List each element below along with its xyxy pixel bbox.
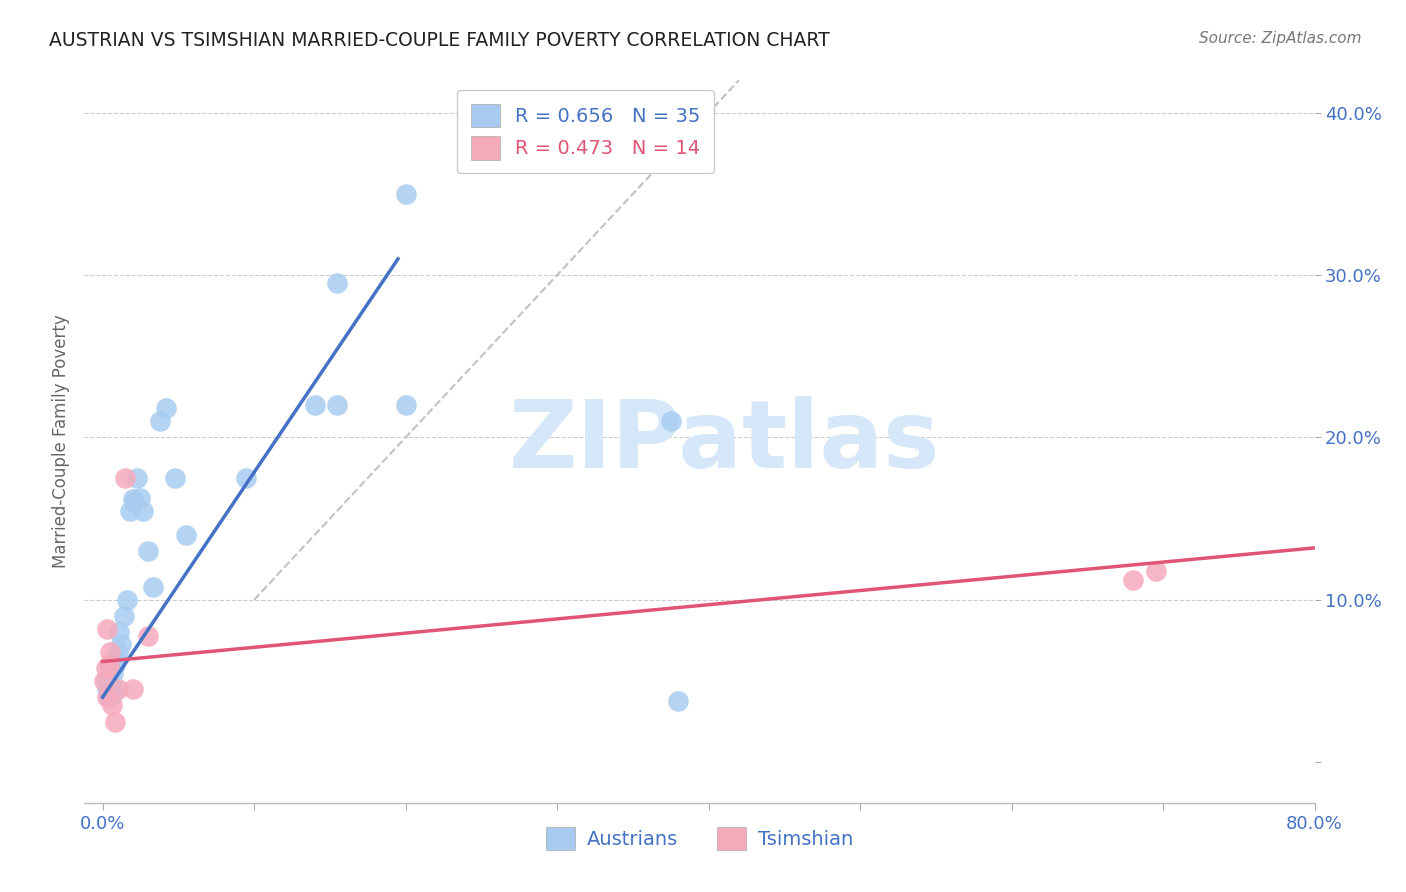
Point — [94, 673, 117, 688]
Point — [121, 492, 143, 507]
Point — [326, 398, 349, 412]
Point — [96, 690, 118, 705]
Text: ZIPatlas: ZIPatlas — [509, 395, 939, 488]
Point — [100, 698, 122, 713]
Point — [1144, 564, 1167, 578]
Point — [110, 637, 132, 651]
Point — [304, 398, 326, 412]
Point — [326, 277, 349, 291]
Point — [235, 471, 257, 485]
Point — [97, 657, 120, 672]
Point — [165, 471, 187, 485]
Point — [129, 491, 152, 505]
Point — [115, 592, 138, 607]
Point — [104, 657, 127, 672]
Point — [136, 544, 159, 558]
Point — [104, 714, 127, 729]
Point — [97, 690, 120, 705]
Y-axis label: Married-Couple Family Poverty: Married-Couple Family Poverty — [52, 315, 70, 568]
Point — [127, 471, 149, 485]
Point — [136, 629, 159, 643]
Legend: Austrians, Tsimshian: Austrians, Tsimshian — [538, 819, 860, 858]
Point — [96, 682, 118, 697]
Point — [118, 503, 141, 517]
Point — [155, 401, 177, 416]
Point — [132, 503, 155, 517]
Point — [394, 398, 416, 412]
Point — [107, 645, 129, 659]
Point — [94, 661, 117, 675]
Point — [98, 645, 121, 659]
Point — [105, 649, 128, 664]
Point — [101, 665, 124, 680]
Point — [1122, 574, 1144, 588]
Text: Source: ZipAtlas.com: Source: ZipAtlas.com — [1198, 31, 1361, 46]
Point — [98, 661, 121, 675]
Point — [112, 609, 135, 624]
Point — [114, 471, 136, 485]
Point — [149, 414, 172, 428]
Point — [121, 682, 143, 697]
Point — [96, 622, 118, 636]
Point — [108, 625, 131, 640]
Point — [666, 693, 689, 707]
Point — [101, 687, 124, 701]
Point — [174, 528, 197, 542]
Text: AUSTRIAN VS TSIMSHIAN MARRIED-COUPLE FAMILY POVERTY CORRELATION CHART: AUSTRIAN VS TSIMSHIAN MARRIED-COUPLE FAM… — [49, 31, 830, 50]
Point — [98, 677, 121, 691]
Point — [141, 580, 163, 594]
Point — [394, 186, 416, 201]
Point — [107, 682, 129, 697]
Point — [124, 495, 146, 509]
Point — [100, 682, 122, 697]
Point — [93, 673, 115, 688]
Point — [659, 414, 682, 428]
